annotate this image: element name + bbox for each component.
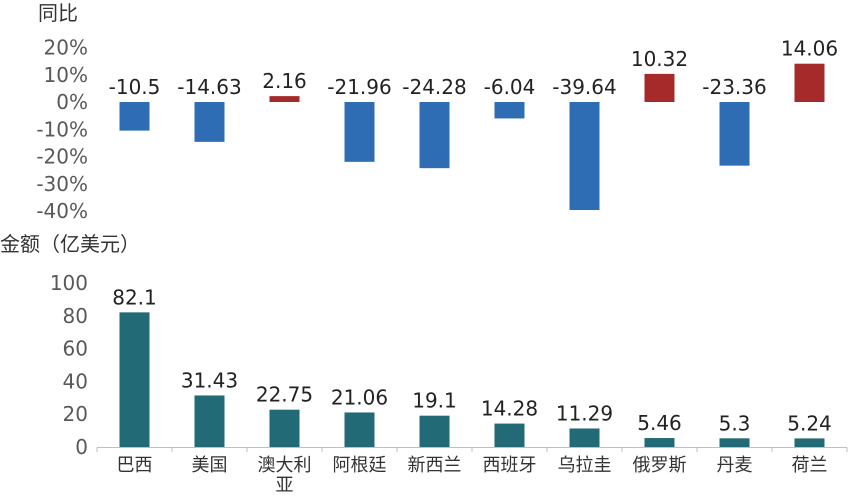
- bottom-y-tick-label: 60: [63, 337, 88, 361]
- bottom-category-label: 新西兰: [408, 455, 462, 476]
- top-y-tick-label: -30%: [36, 172, 88, 196]
- top-data-label: -10.5: [109, 75, 161, 99]
- bottom-y-tick-label: 100: [50, 271, 88, 295]
- top-data-label: -6.04: [484, 75, 536, 99]
- top-y-tick-label: -40%: [36, 199, 88, 223]
- bottom-data-label: 21.06: [331, 385, 388, 409]
- bottom-category-label: 俄罗斯: [633, 455, 687, 476]
- top-bar: [569, 102, 600, 211]
- top-y-tick-label: 0%: [56, 90, 88, 114]
- top-axis-title: 同比: [38, 1, 78, 25]
- bottom-category-label: 巴西: [117, 455, 153, 476]
- bottom-y-tick-label: 0: [75, 435, 88, 459]
- bottom-data-label: 22.75: [256, 383, 313, 407]
- bottom-bar: [569, 428, 600, 447]
- top-data-label: 14.06: [781, 37, 838, 61]
- bottom-bar: [344, 412, 375, 447]
- top-bar: [344, 102, 375, 162]
- top-y-tick-label: -20%: [36, 145, 88, 169]
- top-data-label: -39.64: [552, 75, 616, 99]
- bottom-bar: [644, 438, 675, 447]
- top-bar: [719, 102, 750, 166]
- bottom-category-label: 西班牙: [483, 455, 537, 476]
- bottom-data-label: 14.28: [481, 397, 538, 421]
- bottom-category-label: 荷兰: [792, 455, 828, 476]
- top-data-label: -14.63: [177, 75, 241, 99]
- top-y-tick-label: -10%: [36, 117, 88, 141]
- bottom-bar: [719, 438, 750, 447]
- top-bar: [794, 63, 825, 102]
- top-y-tick-label: 10%: [44, 63, 88, 87]
- top-bar: [419, 102, 450, 169]
- bottom-data-label: 5.24: [787, 411, 832, 435]
- top-y-tick-label: 20%: [44, 36, 88, 60]
- top-bar: [269, 96, 300, 102]
- bottom-bar: [194, 395, 225, 447]
- top-bar: [119, 102, 150, 131]
- bottom-bar: [794, 438, 825, 447]
- bottom-category-label: 阿根廷: [333, 455, 387, 476]
- bottom-bar: [419, 415, 450, 447]
- bottom-data-label: 5.3: [719, 411, 751, 435]
- bottom-axis-title: 金额（亿美元）: [0, 232, 140, 256]
- top-data-label: -21.96: [327, 75, 391, 99]
- bottom-bar: [494, 423, 525, 447]
- top-bar: [644, 73, 675, 102]
- bottom-category-label: 丹麦: [717, 455, 753, 476]
- top-plot: 20%10%0%-10%-20%-30%-40%-10.5 -14.63 2.16-…: [36, 36, 838, 224]
- bottom-bar: [119, 312, 150, 447]
- bottom-y-tick-label: 20: [63, 402, 88, 426]
- bottom-bar: [269, 409, 300, 447]
- top-bar: [494, 102, 525, 119]
- bottom-data-label: 11.29: [556, 401, 613, 425]
- bottom-y-tick-label: 80: [63, 304, 88, 328]
- top-bar: [194, 102, 225, 142]
- top-data-label: -23.36: [702, 75, 766, 99]
- bottom-category-label: 亚: [276, 475, 294, 492]
- bottom-y-tick-label: 40: [63, 369, 88, 393]
- bottom-data-label: 82.1: [112, 285, 157, 309]
- bottom-category-label: 乌拉圭: [558, 455, 612, 476]
- top-data-label: -24.28: [402, 75, 466, 99]
- top-data-label: 10.32: [631, 47, 688, 71]
- bottom-data-label: 31.43: [181, 368, 238, 392]
- bottom-data-label: 5.46: [637, 411, 682, 435]
- bottom-category-label: 澳大利: [258, 455, 312, 476]
- bottom-category-label: 美国: [192, 455, 228, 476]
- top-data-label: 2.16: [262, 69, 307, 93]
- bottom-data-label: 19.1: [412, 389, 457, 413]
